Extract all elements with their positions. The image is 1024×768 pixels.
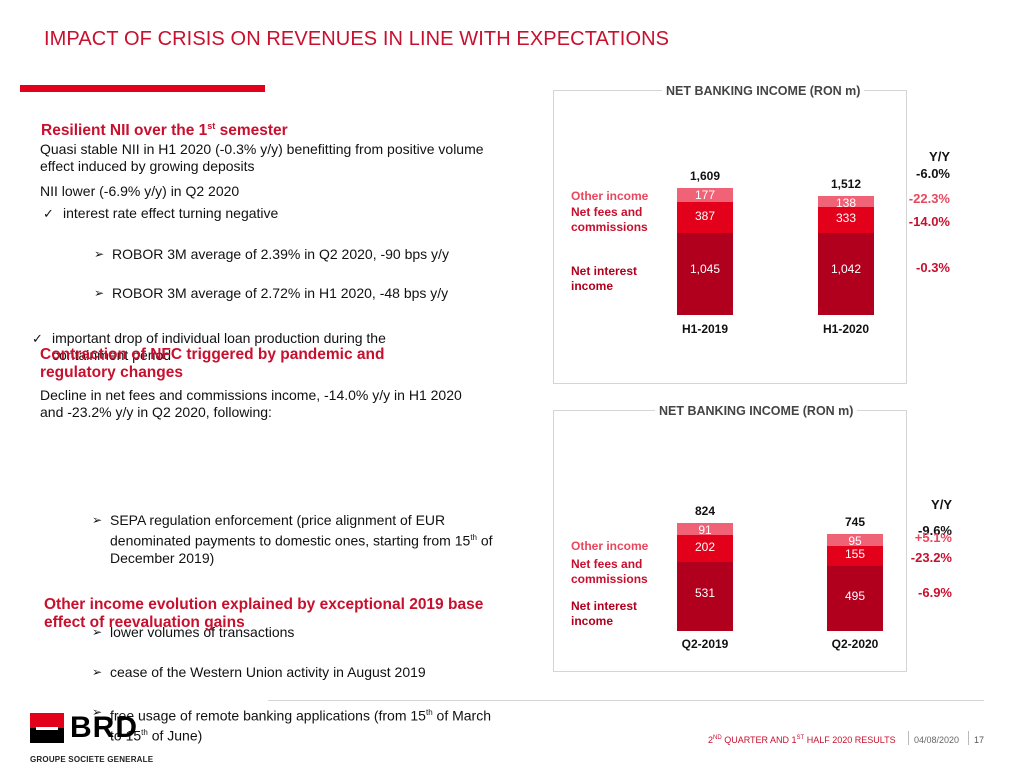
yoy-fees-0: -14.0% [908, 213, 950, 229]
bar-label-fees-H1-2020: 333 [835, 210, 857, 225]
bar-interest-Q2-2020 [827, 566, 883, 631]
footer-text-b: QUARTER AND 1 [721, 735, 797, 745]
bar-label-fees-Q2-2019: 202 [694, 539, 716, 554]
bullet-interest-rate: interest rate effect turning negative [43, 205, 1024, 222]
bullet-lower-volumes: lower volumes of transactions [92, 624, 1024, 641]
yoy-header-1: Y/Y [931, 497, 952, 512]
bullet-loan-production: important drop of individual loan produc… [32, 330, 452, 364]
total-H1-2020: 1,512 [830, 176, 862, 191]
yoy-fees-1: -23.2% [910, 550, 952, 566]
bullet-remote-text: free usage of remote banking application… [110, 707, 426, 724]
heading-other-income: Other income evolution explained by exce… [44, 596, 484, 631]
footer-text-c: HALF 2020 RESULTS [804, 735, 896, 745]
bar-interest-Q2-2019 [677, 561, 733, 631]
bar-label-other-Q2-2019: 91 [698, 523, 712, 538]
heading-sup: st [207, 121, 216, 131]
footer-text-a: 2 [708, 735, 714, 745]
category-label-H1-2019: H1-2019 [681, 322, 729, 336]
paragraph-nfc-decline: Decline in net fees and commissions inco… [40, 387, 462, 420]
bar-label-fees-Q2-2020: 155 [844, 547, 866, 562]
footer-divider [268, 700, 984, 701]
page-number: 17 [974, 735, 985, 745]
footer-separator-1 [908, 731, 909, 745]
paragraph-nii-stable: Quasi stable NII in H1 2020 (-0.3% y/y) … [40, 141, 484, 174]
title-accent-bar [20, 85, 265, 92]
yoy-interest-1: -6.9% [918, 584, 952, 600]
chart-h1-legend-fees: Net fees and commissions [571, 205, 648, 234]
yoy-header-0: Y/Y [929, 149, 950, 164]
bullet-remote-sup: th [425, 707, 433, 717]
logo-mark [30, 713, 64, 743]
footer-sup-a: ND [713, 735, 722, 741]
bullet-western-union: cease of the Western Union activity in A… [92, 664, 1024, 681]
bar-label-other-H1-2019: 177 [694, 188, 716, 203]
chart-q2-legend-fees: Net fees and commissions [571, 557, 648, 586]
bar-fees-Q2-2020 [827, 546, 883, 567]
category-label-Q2-2019: Q2-2019 [681, 637, 729, 651]
bullet-sepa-sup: th [470, 533, 477, 542]
bullet-sepa-text-end: of December 2019) [110, 532, 493, 566]
bar-interest-H1-2020 [818, 232, 874, 315]
chart-h1-title: NET BANKING INCOME (RON m) [662, 84, 865, 98]
bar-fees-Q2-2019 [677, 535, 733, 562]
yoy-other-0: -22.3% [908, 191, 950, 207]
chart-q2-legend-interest: Net interest income [571, 599, 638, 628]
chart-h1-legend-other: Other income [571, 189, 649, 203]
bullet-remote-text-mid: of March to 15 [110, 707, 491, 744]
bar-interest-H1-2019 [677, 232, 733, 315]
footer-separator-2 [968, 731, 969, 745]
heading-nfc-contraction: Contraction of NFC triggered by pandemic… [40, 346, 385, 381]
total-H1-2019: 1,609 [689, 169, 721, 184]
bar-fees-H1-2019 [677, 202, 733, 233]
bullet-robor-q2: ROBOR 3M average of 2.39% in Q2 2020, -9… [94, 246, 1024, 263]
bar-label-fees-H1-2019: 387 [694, 208, 716, 223]
bullet-remote-banking: free usage of remote banking application… [92, 704, 500, 745]
bullet-robor-h1: ROBOR 3M average of 2.72% in H1 2020, -4… [94, 285, 1024, 302]
bar-label-interest-H1-2020: 1,042 [830, 261, 862, 276]
bullet-sepa: SEPA regulation enforcement (price align… [92, 512, 500, 567]
total-Q2-2019: 824 [694, 504, 716, 519]
heading-resilient-nii: Resilient NII over the 1st semester [41, 117, 288, 140]
chart-h1-legend-interest: Net interest income [571, 264, 638, 293]
bullet-remote-sup2: th [141, 728, 148, 738]
bar-other-Q2-2020 [827, 533, 883, 547]
bar-other-H1-2020 [818, 195, 874, 207]
category-label-Q2-2020: Q2-2020 [831, 637, 879, 651]
logo-text: BRD [70, 711, 138, 744]
bar-fees-H1-2020 [818, 206, 874, 233]
bar-label-other-Q2-2020: 95 [848, 533, 862, 548]
bar-label-other-H1-2020: 138 [835, 195, 857, 210]
bar-other-H1-2019 [677, 188, 733, 203]
page-title: IMPACT OF CRISIS ON REVENUES IN LINE WIT… [44, 28, 670, 50]
total-Q2-2020: 745 [844, 514, 866, 529]
chart-q2-legend-other: Other income [571, 539, 649, 553]
heading-resilient-nii-text-end: semester [215, 122, 288, 140]
category-label-H1-2020: H1-2020 [822, 322, 870, 336]
bar-label-interest-Q2-2019: 531 [694, 585, 716, 600]
chart-q2-title: NET BANKING INCOME (RON m) [655, 404, 858, 418]
footer-date: 04/08/2020 [914, 735, 960, 745]
paragraph-nii-lower: NII lower (-6.9% y/y) in Q2 2020 [40, 183, 240, 199]
logo-tagline: GROUPE SOCIETE GENERALE [30, 755, 154, 764]
yoy-total-1: -9.6% [918, 523, 952, 538]
yoy-interest-0: -0.3% [916, 259, 950, 275]
yoy-total-0: -6.0% [916, 166, 950, 181]
bar-label-interest-Q2-2020: 495 [844, 589, 866, 603]
footer-report-title: 2ND QUARTER AND 1ST HALF 2020 RESULTS [708, 735, 896, 745]
heading-resilient-nii-text: Resilient NII over the 1 [41, 122, 208, 140]
bar-label-interest-H1-2019: 1,045 [689, 261, 721, 276]
bullet-remote-text-end: of June) [147, 727, 203, 744]
bar-other-Q2-2019 [677, 523, 733, 536]
footer-sup-b: ST [796, 735, 805, 741]
bullet-sepa-text: SEPA regulation enforcement (price align… [110, 512, 471, 549]
yoy-other-1: +5.1% [914, 529, 952, 545]
